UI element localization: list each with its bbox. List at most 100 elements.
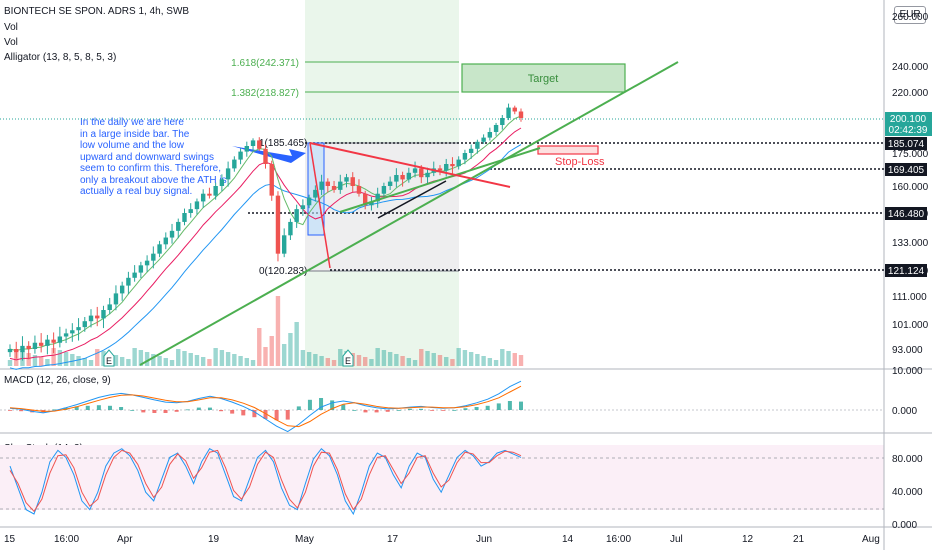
- volume-bar: [176, 349, 181, 366]
- candle-body: [207, 193, 212, 196]
- candle-body: [356, 186, 362, 194]
- macd-hist-bar: [407, 408, 412, 410]
- price-tick-label: 175.000: [892, 149, 929, 160]
- volume-bar: [188, 353, 193, 366]
- candle-body: [281, 235, 287, 254]
- triangle-support-line[interactable]: [339, 147, 541, 213]
- candle-body: [344, 177, 349, 182]
- volume-bar: [506, 351, 511, 366]
- volume-bar: [288, 333, 293, 366]
- candle-body: [250, 140, 256, 146]
- volume-bar: [200, 357, 206, 366]
- time-axis[interactable]: 15 16:00 Apr 19 May 17 Jun 14 16:00 Jul 12 21 Aug: [4, 534, 880, 545]
- uptrend-line[interactable]: [139, 61, 679, 366]
- macd-hist-bar: [196, 407, 201, 410]
- candle-body: [20, 345, 25, 353]
- triangle-resistance-line[interactable]: [309, 142, 511, 188]
- time-tick-label: 19: [208, 534, 220, 545]
- macd-label[interactable]: MACD (12, 26, close, 9): [4, 375, 111, 386]
- volume-bar: [157, 356, 162, 366]
- macd-hist-bar: [519, 401, 523, 410]
- volume-bar: [207, 359, 212, 366]
- candle-body: [518, 111, 524, 118]
- macd-hist-bar: [52, 409, 57, 411]
- volume-bar: [26, 353, 31, 366]
- macd-hist-bar: [263, 410, 268, 419]
- volume-bar: [88, 360, 94, 366]
- candle-body: [512, 107, 517, 112]
- fib-label-1382: 1.382(218.827): [231, 88, 299, 99]
- candle-body: [338, 181, 343, 190]
- macd-hist-bar: [419, 408, 424, 410]
- volume-bar: [319, 356, 324, 366]
- candle-body: [475, 141, 480, 149]
- indicator-alligator[interactable]: Alligator (13, 8, 5, 8, 5, 3): [4, 52, 117, 63]
- candle-body: [375, 193, 380, 202]
- macd-hist-bar: [485, 405, 490, 410]
- volume-bars: [7, 296, 524, 366]
- volume-bar: [338, 349, 343, 366]
- volume-bar: [238, 356, 243, 366]
- level-tag-121: [885, 264, 927, 277]
- stoch-k-line: [9, 447, 522, 516]
- volume-bar: [456, 348, 461, 366]
- candle-body: [200, 193, 206, 202]
- stoch-band: [0, 445, 884, 510]
- candle-body: [38, 342, 44, 346]
- macd-hist-bar: [174, 410, 179, 412]
- indicator-vol-2[interactable]: Vol: [4, 37, 18, 48]
- volume-bar: [250, 360, 256, 366]
- earnings-marker-1[interactable]: E: [103, 349, 115, 367]
- price-tick-label: 220.000: [892, 88, 929, 99]
- target-box[interactable]: [461, 63, 626, 93]
- macd-hist-bar: [107, 405, 112, 410]
- macd-hist-bar: [19, 410, 24, 412]
- candle-body: [45, 339, 50, 346]
- volume-bar: [51, 348, 56, 366]
- macd-axis[interactable]: 10.000 0.000: [892, 366, 923, 417]
- currency-button[interactable]: EUR: [894, 6, 926, 24]
- volume-bar: [119, 357, 125, 366]
- volume-bar: [394, 354, 399, 366]
- macd-hist-bar: [430, 410, 435, 411]
- top-highlight-box[interactable]: [307, 142, 325, 236]
- macd-signal-line: [9, 385, 522, 428]
- volume-bar: [406, 358, 412, 366]
- candle-body: [462, 153, 468, 160]
- macd-hist-bar: [141, 410, 146, 413]
- candle-body: [363, 193, 368, 206]
- candle-body: [400, 175, 405, 180]
- stoch-axis[interactable]: 80.000 40.000 0.000: [892, 454, 923, 531]
- macd-hist-bar: [396, 410, 401, 411]
- candle-body: [425, 172, 430, 178]
- stoch-d-line: [9, 449, 522, 513]
- volume-bar: [182, 351, 187, 366]
- macd-hist-bar: [496, 403, 501, 410]
- earnings-marker-2[interactable]: E: [342, 349, 354, 367]
- indicator-vol-1[interactable]: Vol: [4, 22, 18, 33]
- candle-body: [288, 221, 293, 236]
- stop-loss-box[interactable]: [537, 145, 599, 155]
- svg-text:E: E: [106, 356, 112, 366]
- triangle-left-side[interactable]: [309, 142, 331, 269]
- candle-body: [412, 168, 418, 173]
- macd-hist-bar: [8, 410, 12, 411]
- volume-bar: [244, 358, 250, 366]
- volume-bar: [7, 360, 13, 366]
- note-arrow[interactable]: [232, 146, 306, 163]
- candle-body: [101, 310, 106, 319]
- price-tick-label: 133.000: [892, 238, 929, 249]
- level-tag-169-value: 169.405: [888, 165, 925, 176]
- candle-body: [506, 107, 511, 118]
- symbol-title: BIONTECH SE SPON. ADRS 1, 4h, SWB: [4, 6, 190, 17]
- macd-hist-bar: [352, 410, 357, 411]
- triangle-inner-line[interactable]: [377, 180, 447, 219]
- candle-body: [176, 221, 181, 231]
- price-axis[interactable]: 93.000101.000111.000121.000133.000146.00…: [892, 12, 929, 356]
- macd-hist-bar: [474, 407, 479, 410]
- time-tick-label: Apr: [117, 534, 133, 545]
- volume-bar: [213, 348, 218, 366]
- volume-bar: [194, 355, 200, 366]
